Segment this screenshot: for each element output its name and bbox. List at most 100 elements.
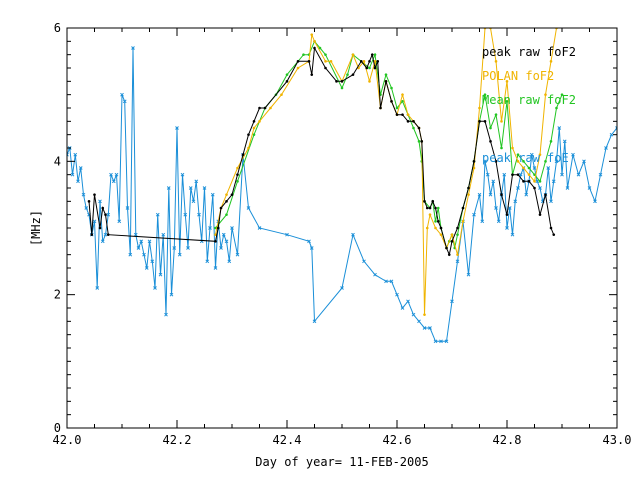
data-point <box>511 173 514 176</box>
data-point <box>362 259 366 264</box>
data-point <box>500 193 503 196</box>
data-point <box>186 246 190 250</box>
data-point <box>500 146 503 150</box>
data-point <box>389 279 394 284</box>
data-point <box>406 299 410 304</box>
data-point <box>428 206 432 210</box>
data-point <box>280 93 283 96</box>
data-point <box>302 53 305 56</box>
data-point <box>100 239 105 244</box>
data-point <box>309 246 314 250</box>
data-point <box>420 140 424 143</box>
data-point <box>494 60 498 63</box>
data-point <box>549 140 553 143</box>
data-point <box>477 192 482 197</box>
data-point <box>247 133 250 136</box>
data-point <box>227 259 232 264</box>
data-point <box>533 186 536 190</box>
data-point <box>524 192 529 197</box>
data-point <box>527 166 531 170</box>
data-point <box>161 232 166 237</box>
data-point <box>494 160 498 163</box>
data-point <box>456 233 459 236</box>
data-point <box>505 80 509 83</box>
legend-entry: peak raw foE <box>482 151 569 165</box>
data-point <box>450 240 454 243</box>
data-point <box>76 179 80 184</box>
data-point <box>400 306 405 310</box>
data-point <box>494 113 498 116</box>
data-point <box>505 226 509 230</box>
data-point <box>450 233 454 236</box>
data-point <box>461 220 465 223</box>
data-point <box>417 140 421 143</box>
data-point <box>70 172 75 177</box>
data-point <box>554 159 559 164</box>
data-point <box>483 93 487 96</box>
data-point <box>219 206 223 210</box>
data-point <box>318 46 322 50</box>
data-point <box>230 193 234 196</box>
data-point <box>225 193 228 196</box>
data-point <box>609 132 614 137</box>
data-point <box>549 226 553 230</box>
data-point <box>489 140 492 143</box>
y-tick-label: 4 <box>54 154 61 168</box>
data-point <box>439 233 443 236</box>
data-point <box>194 179 199 184</box>
data-point <box>434 206 437 210</box>
data-point <box>518 172 523 177</box>
data-point <box>98 226 102 230</box>
data-point <box>340 80 344 83</box>
data-point <box>269 106 272 110</box>
data-point <box>406 120 410 123</box>
data-point <box>313 40 316 43</box>
data-point <box>560 93 564 96</box>
data-point <box>538 213 542 216</box>
data-point <box>483 159 487 164</box>
series-3 <box>87 46 556 257</box>
data-point <box>177 252 182 257</box>
data-point <box>241 153 245 156</box>
data-point <box>549 199 553 204</box>
data-point <box>535 179 540 184</box>
data-point <box>98 199 102 204</box>
x-axis-label: Day of year= 11-FEB-2005 <box>255 455 428 469</box>
data-point <box>373 53 377 56</box>
data-point <box>365 66 369 70</box>
data-point <box>172 246 177 250</box>
data-point <box>324 53 327 56</box>
data-point <box>169 292 174 297</box>
data-point <box>395 106 399 110</box>
data-point <box>511 146 514 150</box>
data-point <box>95 286 100 290</box>
data-point <box>376 60 380 63</box>
data-point <box>236 180 239 183</box>
data-point <box>351 53 355 56</box>
data-point <box>144 266 149 270</box>
x-tick-label: 42.4 <box>273 433 302 447</box>
data-point <box>225 200 228 203</box>
data-point <box>502 172 507 177</box>
data-point <box>587 186 592 190</box>
data-point <box>191 199 196 204</box>
data-point <box>340 86 344 90</box>
data-point <box>532 166 537 170</box>
data-point <box>406 113 410 116</box>
data-point <box>384 279 388 284</box>
data-point <box>428 326 432 330</box>
data-point <box>111 179 116 184</box>
data-point <box>513 199 518 204</box>
data-point <box>87 200 91 203</box>
data-point <box>582 159 586 164</box>
series-0 <box>67 46 617 344</box>
data-point <box>150 259 155 264</box>
data-point <box>153 286 157 290</box>
data-point <box>258 120 261 123</box>
data-point <box>555 106 558 110</box>
data-point <box>533 173 536 176</box>
data-point <box>417 319 421 324</box>
data-point <box>472 160 476 163</box>
data-point <box>285 232 289 237</box>
